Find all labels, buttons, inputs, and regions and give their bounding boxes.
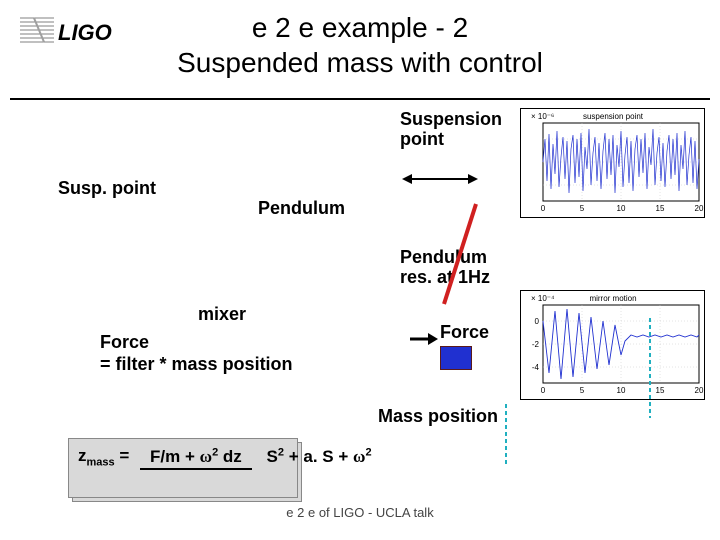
svg-text:10: 10 [617, 204, 626, 213]
blue-block-icon [440, 346, 472, 370]
svg-text:5: 5 [580, 386, 585, 395]
plot-bot-title: mirror motion [589, 294, 636, 303]
zmass-formula: zmass = F/m + ω2 dz S2 + a. S + ω2 [78, 446, 382, 468]
label-susp-point: Susp. point [58, 178, 156, 199]
title-line1: e 2 e example - 2 [252, 12, 468, 43]
svg-text:0: 0 [535, 317, 540, 326]
title-line2: Suspended mass with control [177, 47, 543, 78]
plot-bot-exp: × 10⁻⁴ [531, 294, 555, 303]
page-title: e 2 e example - 2 Suspended mass with co… [0, 10, 720, 80]
label-force-equation: = filter * mass position [100, 354, 293, 375]
mass-position-marker-icon [502, 404, 522, 464]
label-force-right: Force [440, 322, 489, 343]
title-rule [10, 98, 710, 100]
svg-text:20: 20 [695, 204, 704, 213]
svg-text:-2: -2 [532, 340, 540, 349]
svg-text:0: 0 [541, 386, 546, 395]
svg-text:0: 0 [541, 204, 546, 213]
svg-text:15: 15 [656, 204, 665, 213]
svg-text:10: 10 [617, 386, 626, 395]
control-on-marker-icon [647, 318, 657, 418]
suspension-arrow-icon [400, 170, 480, 188]
label-force: Force [100, 332, 149, 353]
force-arrow-icon [406, 330, 440, 348]
plot-mirror-motion: × 10⁻⁴ mirror motion 0 5 10 15 20 0 -2 -… [520, 290, 705, 400]
footer-text: e 2 e of LIGO - UCLA talk [0, 505, 720, 520]
plot-suspension-point: × 10⁻⁶ suspension point 0 5 10 15 20 [520, 108, 705, 218]
label-mixer: mixer [198, 304, 246, 325]
label-suspension-point: Suspension point [400, 110, 502, 150]
svg-text:-4: -4 [532, 363, 540, 372]
svg-text:20: 20 [695, 386, 704, 395]
label-mass-position: Mass position [378, 406, 498, 427]
plot-top-exp: × 10⁻⁶ [531, 112, 554, 121]
svg-text:5: 5 [580, 204, 585, 213]
plot-top-title: suspension point [583, 112, 644, 121]
label-pendulum: Pendulum [258, 198, 345, 219]
pendulum-resonance-line-icon [434, 200, 484, 310]
